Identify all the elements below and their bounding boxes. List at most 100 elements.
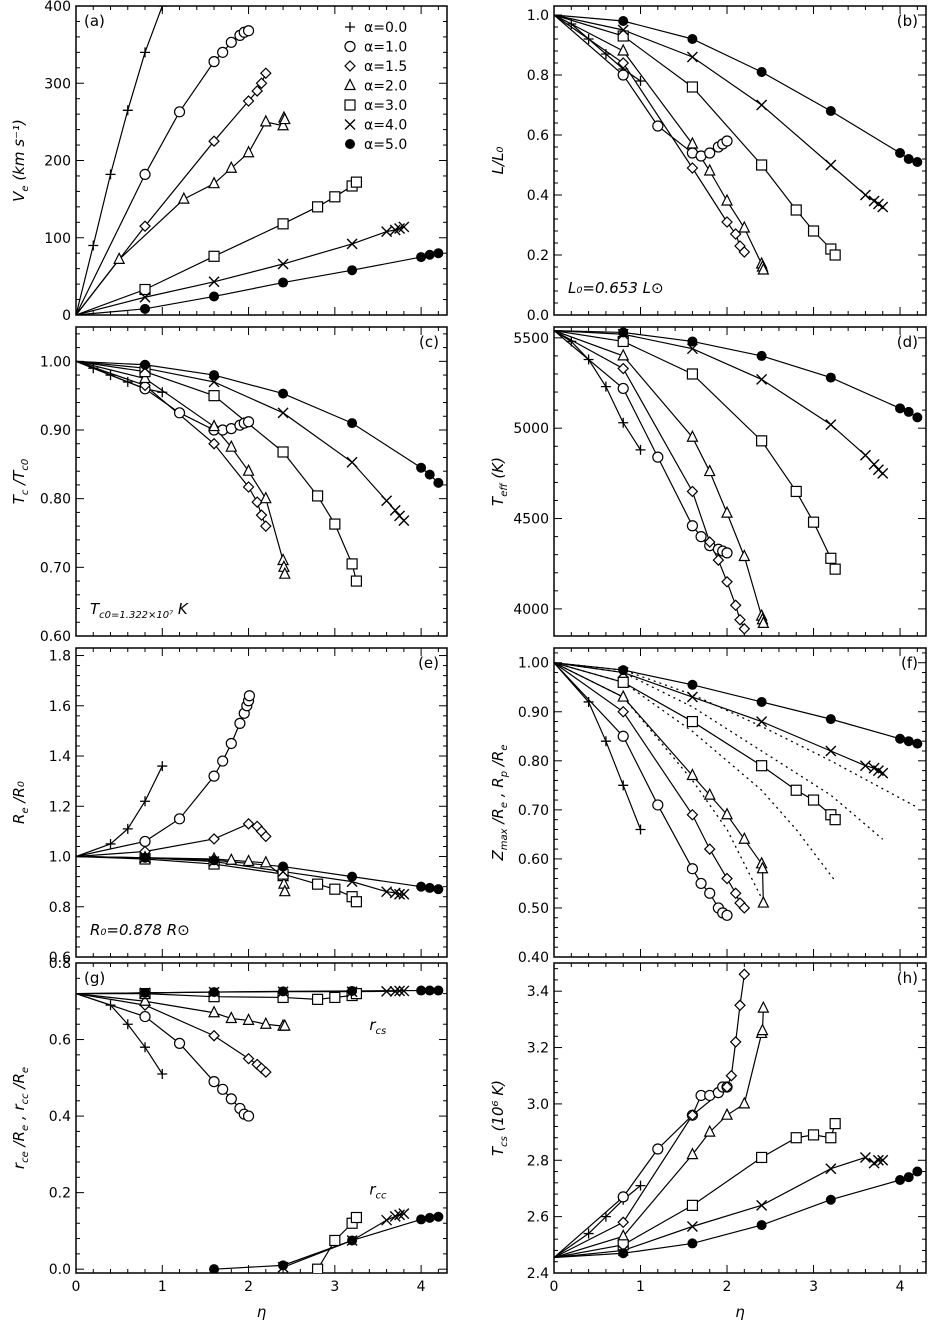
data-point: [278, 986, 289, 997]
data-point: [703, 464, 716, 477]
panel-tag: (a): [84, 12, 105, 30]
data-point: [122, 823, 133, 834]
data-point: [695, 877, 707, 890]
data-point: [712, 554, 725, 566]
data-point: [583, 696, 594, 707]
data-point: [721, 872, 733, 885]
x-axis-title: η: [257, 1303, 267, 1321]
y-tick-label: 3.4: [527, 984, 549, 1000]
panel-note: R₀=0.878 R⊙: [90, 921, 190, 939]
y-axis-title: Tc /Tc0: [10, 459, 31, 505]
panel-g: 0 1 2 3 4 0.0 0.2 0.4 0.6 0.8 rce /Re , rcc /Re η (g…: [10, 956, 448, 1321]
series-line: [76, 360, 405, 522]
data-point: [686, 520, 699, 532]
data-point: [635, 76, 646, 86]
data-point: [140, 47, 151, 58]
y-tick-label: 2.4: [527, 1266, 549, 1282]
data-point: [829, 814, 841, 826]
y-tick-label: 1.00: [40, 354, 71, 370]
y-tick-label: 4000: [513, 602, 549, 618]
data-point: [259, 855, 272, 868]
data-point: [277, 218, 289, 230]
panel-tag: (c): [419, 333, 439, 351]
data-point: [311, 878, 324, 890]
data-point: [217, 755, 229, 767]
data-point: [618, 1248, 629, 1259]
data-point: [686, 715, 699, 728]
data-point: [635, 824, 646, 835]
data-area: [76, 6, 444, 315]
y-tick-label: 0.80: [40, 492, 71, 508]
data-point: [600, 1211, 611, 1222]
series-line: [76, 993, 249, 1117]
data-point: [398, 985, 410, 997]
data-point: [825, 419, 837, 431]
data-point: [329, 191, 341, 203]
data-point: [278, 1018, 291, 1031]
data-point: [895, 1175, 906, 1185]
data-point: [225, 1093, 237, 1105]
panel-e: 0.6 0.8 1.0 1.2 1.4 1.6 1.8 Re /R₀ (e) R₀=0.878 R…: [10, 647, 448, 966]
data-point: [208, 833, 220, 845]
data-point: [350, 575, 363, 587]
data-point: [686, 136, 699, 149]
x-tick-label: 0: [72, 1279, 81, 1295]
data-point: [617, 69, 629, 81]
x-tick-label: 3: [330, 1279, 339, 1295]
data-point: [912, 1166, 923, 1177]
y-tick-label: 0.50: [518, 901, 549, 917]
data-point: [617, 382, 629, 395]
data-point: [704, 887, 716, 899]
data-area: [76, 359, 444, 587]
data-point: [416, 462, 427, 473]
series-line: [554, 974, 745, 1259]
y-tick-label: 0.6: [49, 1033, 71, 1049]
data-point: [703, 843, 716, 855]
data-point: [738, 220, 751, 233]
data-point: [686, 691, 698, 703]
data-point: [695, 531, 707, 543]
y-tick-label: 300: [44, 76, 71, 92]
data-point: [242, 416, 255, 428]
dotted-series-line: [554, 662, 763, 899]
x-tick-label: 0: [550, 1279, 559, 1295]
data-point: [687, 679, 698, 690]
data-point: [88, 240, 99, 251]
data-point: [259, 1066, 272, 1078]
data-point: [208, 250, 220, 262]
legend-label: α=1.0: [364, 40, 407, 56]
data-point: [329, 883, 341, 895]
series-line: [554, 330, 642, 451]
data-point: [139, 220, 151, 233]
data-point: [635, 1180, 646, 1191]
data-point: [903, 406, 914, 417]
panel-a: 0 100 200 300 400 Ve (km s⁻¹) (a): [10, 0, 448, 324]
data-point: [209, 987, 220, 998]
data-point: [278, 277, 289, 288]
data-point: [790, 1132, 802, 1144]
y-tick-label: 0.8: [527, 68, 549, 84]
data-point: [635, 444, 646, 455]
data-point: [618, 327, 629, 338]
data-point: [242, 463, 255, 476]
data-point: [139, 993, 151, 1006]
data-point: [105, 169, 116, 180]
plot-frame: [75, 962, 448, 1274]
data-point: [225, 852, 238, 865]
series-line: [554, 330, 884, 474]
y-tick-label: 2.6: [527, 1210, 549, 1226]
data-point: [617, 43, 630, 56]
data-point: [278, 388, 289, 399]
data-point: [686, 1109, 699, 1122]
data-point: [416, 252, 427, 263]
y-tick-label: 1.00: [518, 656, 549, 672]
data-point: [652, 799, 664, 811]
x-tick-label: 1: [636, 1279, 645, 1295]
data-point: [208, 1029, 220, 1042]
dotted-series-line: [554, 662, 918, 808]
series-line: [554, 330, 745, 630]
data-point: [825, 159, 837, 171]
data-point: [217, 1083, 229, 1095]
y-tick-label: 0.8: [49, 956, 71, 972]
data-point: [859, 760, 871, 772]
